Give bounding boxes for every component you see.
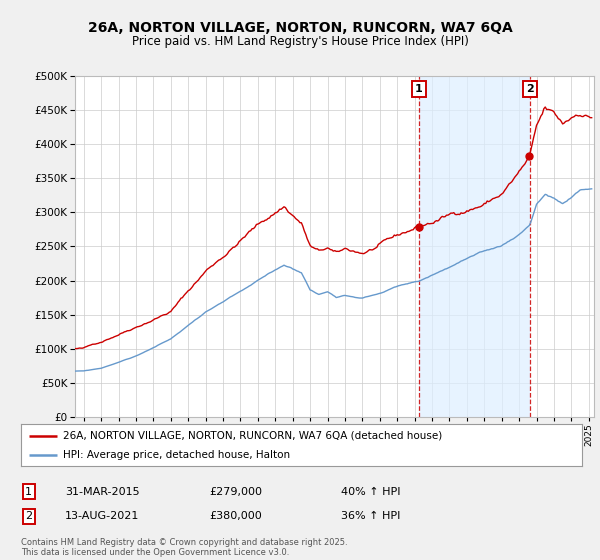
Text: 1: 1 [415, 84, 423, 94]
Text: 40% ↑ HPI: 40% ↑ HPI [341, 487, 400, 497]
Bar [419, 76, 530, 417]
Text: £279,000: £279,000 [209, 487, 262, 497]
Text: 2: 2 [526, 84, 534, 94]
Text: 31-MAR-2015: 31-MAR-2015 [65, 487, 139, 497]
Text: Contains HM Land Registry data © Crown copyright and database right 2025.
This d: Contains HM Land Registry data © Crown c… [21, 538, 347, 557]
Text: 13-AUG-2021: 13-AUG-2021 [65, 511, 139, 521]
Text: £380,000: £380,000 [209, 511, 262, 521]
Text: 2: 2 [25, 511, 32, 521]
Text: 1: 1 [25, 487, 32, 497]
Text: 26A, NORTON VILLAGE, NORTON, RUNCORN, WA7 6QA (detached house): 26A, NORTON VILLAGE, NORTON, RUNCORN, WA… [63, 431, 442, 441]
Text: HPI: Average price, detached house, Halton: HPI: Average price, detached house, Halt… [63, 450, 290, 460]
Text: 26A, NORTON VILLAGE, NORTON, RUNCORN, WA7 6QA: 26A, NORTON VILLAGE, NORTON, RUNCORN, WA… [88, 21, 512, 35]
Text: Price paid vs. HM Land Registry's House Price Index (HPI): Price paid vs. HM Land Registry's House … [131, 35, 469, 48]
Text: 36% ↑ HPI: 36% ↑ HPI [341, 511, 400, 521]
